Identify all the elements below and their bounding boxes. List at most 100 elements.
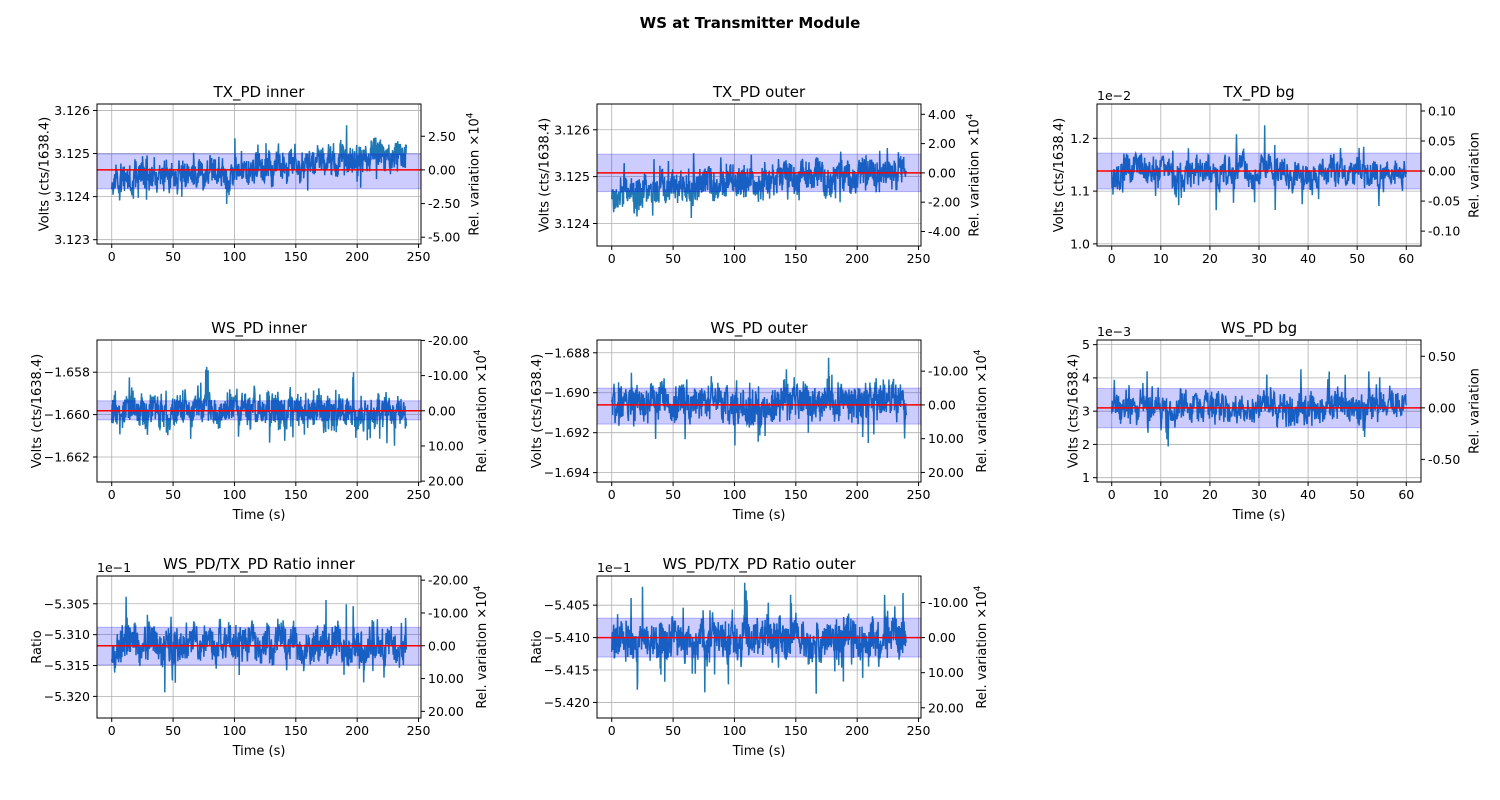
data-trace [110, 125, 408, 205]
subplot-title: WS_PD outer [710, 319, 808, 338]
y2-axis-label-exponent: 4 [473, 585, 483, 591]
x-tick-label: 50 [165, 249, 181, 264]
y-tick-label: 3.125 [54, 146, 90, 161]
subplot-title: TX_PD inner [213, 83, 306, 102]
y-axis-label: Volts (cts/1638.4) [1052, 118, 1067, 232]
x-tick-label: 0 [608, 251, 616, 266]
y2-tick-label: 10.00 [928, 665, 964, 680]
x-tick-label: 200 [845, 723, 869, 738]
x-tick-label: 40 [1300, 251, 1316, 266]
y-axis-label: Ratio [30, 630, 45, 663]
y2-tick-label: 20.00 [428, 474, 464, 489]
y-tick-label: 1.1 [1070, 184, 1090, 199]
y2-tick-label: 4.00 [928, 107, 956, 122]
y-tick-label: 3.123 [54, 232, 90, 247]
y2-tick-label: -20.00 [428, 333, 468, 348]
x-tick-label: 150 [284, 723, 308, 738]
x-tick-label: 40 [1300, 487, 1316, 502]
y2-axis-label-text: Rel. variation ×10 [975, 355, 990, 472]
y-tick-label: 4 [1082, 370, 1090, 385]
y2-axis-label-exponent: 4 [466, 112, 476, 118]
x-tick-label: 250 [407, 249, 431, 264]
data-trace [610, 147, 908, 219]
x-axis-label: Time (s) [732, 744, 786, 759]
x-tick-label: 0 [608, 723, 616, 738]
x-tick-label: 100 [723, 251, 747, 266]
std-band [96, 153, 422, 190]
y2-tick-label: -5.00 [428, 230, 460, 245]
subplot-2: 0 50 100 150 200 250 3.124 3.125 3.126 -4.00 -2.00… [538, 83, 983, 266]
y2-axis-label: Rel. variation ×104 [973, 585, 990, 708]
y2-axis-label: Rel. variation [1468, 368, 1483, 454]
y-tick-label: −5.415 [544, 663, 590, 678]
y2-axis-label-exponent: 4 [473, 349, 483, 355]
y-offset-text: 1e−1 [597, 560, 631, 575]
x-tick-label: 0 [108, 249, 116, 264]
y-tick-label: −1.694 [544, 465, 590, 480]
y2-tick-label: -4.00 [928, 224, 960, 239]
y2-tick-label: -10.00 [428, 368, 468, 383]
y2-axis-label: Rel. variation ×104 [966, 113, 983, 236]
y2-tick-label: -0.05 [1428, 194, 1460, 209]
y2-axis-label-text: Rel. variation ×10 [468, 118, 483, 235]
x-tick-label: 200 [345, 487, 369, 502]
x-tick-label: 50 [165, 723, 181, 738]
x-tick-label: 60 [1398, 251, 1414, 266]
subplot-5: 0 50 100 150 200 250 −1.694 −1.692 −1.690 −1.688 -… [530, 319, 990, 523]
y2-tick-label: 20.00 [928, 700, 964, 715]
plot-frame [596, 103, 922, 247]
y-tick-label: −5.320 [44, 689, 90, 704]
y2-tick-label: 0.00 [1428, 400, 1456, 415]
y2-tick-label: 10.00 [428, 438, 464, 453]
x-tick-label: 0 [108, 487, 116, 502]
y-tick-label: −5.315 [44, 658, 90, 673]
x-tick-label: 150 [784, 723, 808, 738]
x-tick-label: 200 [845, 251, 869, 266]
y2-tick-label: -10.00 [928, 364, 968, 379]
subplot-3: 0 10 20 30 40 50 60 1.0 1.1 1.2 -0.10 -0.05 0.00 0.05… [1052, 83, 1482, 266]
y-tick-label: 1.0 [1070, 236, 1090, 251]
data-trace [1110, 369, 1408, 447]
x-tick-label: 150 [284, 249, 308, 264]
y2-tick-label: -0.10 [1428, 224, 1460, 239]
y2-tick-label: 0.05 [1428, 134, 1456, 149]
y-tick-label: −1.660 [44, 407, 90, 422]
y-axis-label: Volts (cts/1638.4) [530, 354, 545, 468]
y-tick-label: −5.405 [544, 598, 590, 613]
y2-tick-label: 20.00 [928, 465, 964, 480]
x-tick-label: 10 [1153, 487, 1169, 502]
y2-axis-label-exponent: 4 [973, 585, 983, 591]
subplot-title: TX_PD outer [712, 83, 806, 102]
x-axis-label: Time (s) [232, 744, 286, 759]
x-tick-label: 250 [907, 487, 931, 502]
y-tick-label: 3.124 [554, 216, 590, 231]
y2-axis-label-text: Rel. variation [1468, 132, 1483, 218]
y-tick-label: 5 [1082, 337, 1090, 352]
y-tick-label: 3.126 [54, 103, 90, 118]
y2-axis-label: Rel. variation ×104 [473, 349, 490, 472]
y2-axis-label-exponent: 4 [973, 349, 983, 355]
x-tick-label: 250 [407, 487, 431, 502]
y2-tick-label: 0.00 [428, 403, 456, 418]
y-tick-label: −1.658 [44, 365, 90, 380]
x-tick-label: 60 [1398, 487, 1414, 502]
y2-axis-label-text: Rel. variation ×10 [975, 591, 990, 708]
y-tick-label: 2 [1082, 437, 1090, 452]
y-tick-label: −5.305 [44, 596, 90, 611]
subplot-title: WS_PD inner [211, 319, 308, 338]
x-tick-label: 10 [1153, 251, 1169, 266]
x-tick-label: 200 [345, 723, 369, 738]
x-tick-label: 150 [784, 251, 808, 266]
y2-tick-label: 10.00 [928, 431, 964, 446]
x-tick-label: 100 [223, 723, 247, 738]
x-tick-label: 0 [1108, 487, 1116, 502]
y2-tick-label: -20.00 [428, 573, 468, 588]
y-tick-label: −1.692 [544, 425, 590, 440]
x-tick-label: 50 [665, 487, 681, 502]
x-tick-label: 20 [1202, 251, 1218, 266]
std-band [596, 387, 922, 425]
x-tick-label: 250 [907, 723, 931, 738]
y2-tick-label: -2.00 [928, 195, 960, 210]
y-tick-label: 3.126 [554, 122, 590, 137]
x-tick-label: 0 [108, 723, 116, 738]
